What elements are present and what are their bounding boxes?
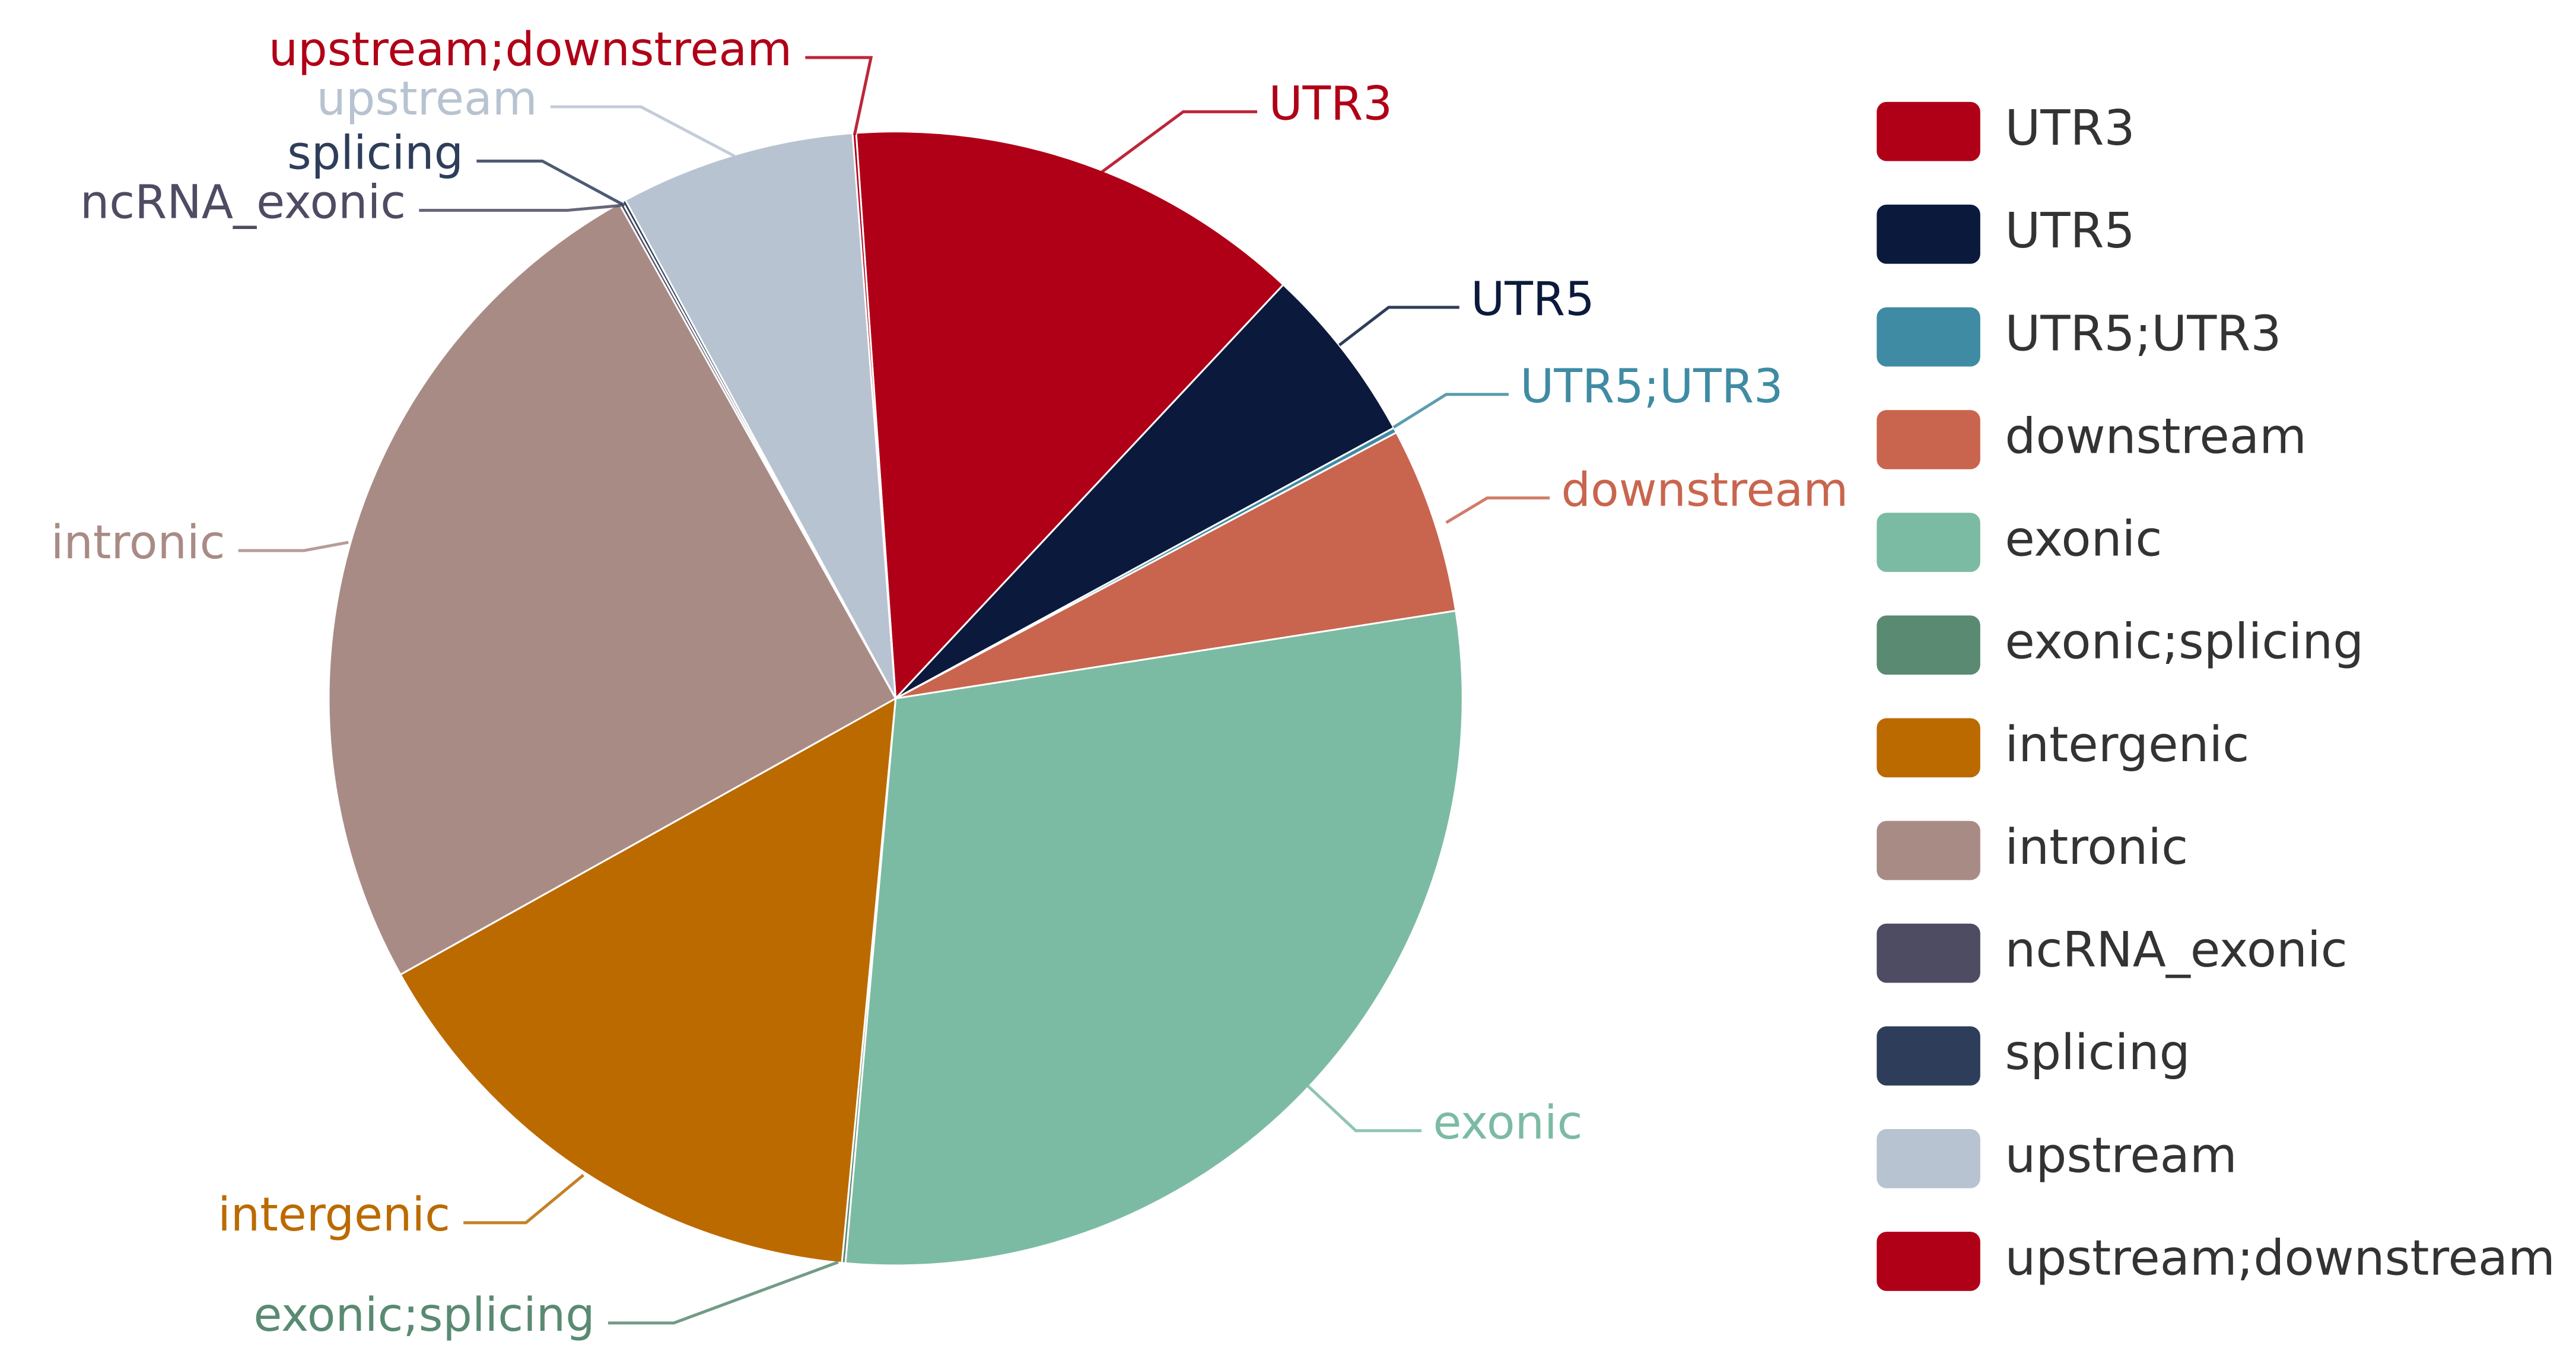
slice-label: upstream [316,72,537,126]
leader-line [805,56,873,135]
leader-line [419,204,622,212]
pie-slice [844,609,1464,1267]
legend-label: upstream [2005,1127,2237,1184]
leader-line [1445,496,1550,524]
slice-label: ncRNA_exonic [80,176,406,230]
leader-line [476,159,625,207]
legend-label: intergenic [2005,717,2249,773]
leader-line [463,1174,584,1225]
pie-slice [399,697,897,1264]
slice-label: intronic [51,516,225,570]
slice-label: upstream;downstream [269,23,792,77]
pie-slice [624,132,897,699]
legend-swatch [1877,1026,1980,1086]
leader-line [550,105,736,158]
legend-swatch [1877,718,1980,778]
legend-label: exonic;splicing [2005,614,2364,670]
leader-line [1338,306,1459,346]
legend-label: downstream [2005,408,2307,465]
legend-swatch [1877,615,1980,675]
slice-label: exonic;splicing [253,1289,594,1342]
legend-label: upstream;downstream [2005,1230,2555,1286]
legend-label: intronic [2005,819,2188,876]
leader-line [1100,110,1258,174]
legend-label: exonic [2005,511,2162,568]
legend-swatch [1877,923,1980,983]
legend-swatch [1877,513,1980,572]
legend-swatch [1877,821,1980,880]
legend-label: UTR5 [2005,203,2135,259]
slice-label: UTR5 [1471,273,1595,326]
legend-swatch [1877,101,1980,161]
pie-slice [327,202,897,976]
legend-swatch [1877,204,1980,264]
slice-label: downstream [1561,463,1849,517]
legend-swatch [1877,1128,1980,1188]
leader-line [238,540,349,552]
legend-label: splicing [2005,1025,2190,1081]
legend-label: UTR5;UTR3 [2005,306,2281,362]
leader-line [1392,393,1509,429]
legend-label: UTR3 [2005,100,2135,157]
leader-line [608,1261,839,1325]
legend-swatch [1877,307,1980,367]
leader-line [1305,1083,1422,1133]
pie-slice [895,283,1395,700]
legend-swatch [1877,410,1980,469]
slice-label: intergenic [218,1188,450,1242]
pie-slice [855,131,1285,701]
slice-label: exonic [1433,1096,1582,1150]
slice-label: UTR5;UTR3 [1520,360,1783,414]
legend-label: ncRNA_exonic [2005,922,2347,978]
slice-label: UTR3 [1268,78,1392,131]
legend-swatch [1877,1232,1980,1291]
slice-label: splicing [287,127,463,180]
